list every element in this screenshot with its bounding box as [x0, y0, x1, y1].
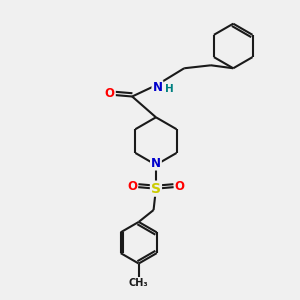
Text: S: S	[151, 182, 161, 196]
Text: H: H	[165, 84, 174, 94]
Text: O: O	[105, 87, 115, 100]
Text: N: N	[151, 157, 161, 169]
Text: CH₃: CH₃	[129, 278, 148, 289]
Text: O: O	[175, 180, 185, 193]
Text: O: O	[127, 180, 137, 193]
Text: N: N	[152, 81, 162, 94]
